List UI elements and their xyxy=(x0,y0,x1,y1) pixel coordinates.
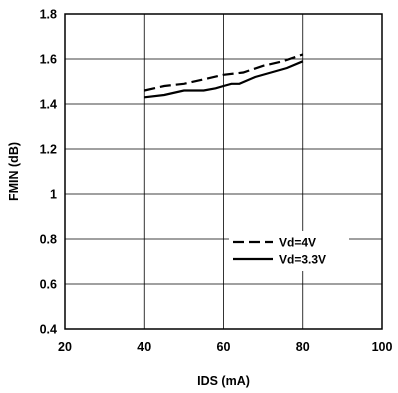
y-tick-label: 1.4 xyxy=(40,98,57,112)
series-line-vd-4v xyxy=(144,53,304,92)
legend-background xyxy=(229,231,349,271)
x-tick-label: 20 xyxy=(58,340,72,354)
legend: Vd=4V Vd=3.3V xyxy=(229,231,349,271)
y-tick-label: 0.6 xyxy=(40,278,57,292)
legend-label: Vd=4V xyxy=(279,236,316,250)
y-tick-label: 1.2 xyxy=(40,143,57,157)
y-axis-label: FMIN (dB) xyxy=(7,142,21,201)
y-tick-label: 1.6 xyxy=(40,53,57,67)
x-axis-label: IDS (mA) xyxy=(197,374,250,388)
y-tick-label: 0.4 xyxy=(40,323,57,337)
legend-label: Vd=3.3V xyxy=(279,253,326,267)
series-lines xyxy=(144,53,304,99)
y-tick-label: 1.8 xyxy=(40,8,57,22)
series-line-vd-3-3v xyxy=(144,60,304,99)
y-tick-label: 0.8 xyxy=(40,233,57,247)
plot-frame xyxy=(64,13,383,330)
x-tick-labels: 20 40 60 80 100 xyxy=(58,340,392,354)
y-tick-labels: 0.4 0.6 0.8 1 1.2 1.4 1.6 1.8 xyxy=(40,8,57,337)
x-tick-label: 80 xyxy=(296,340,310,354)
x-tick-label: 100 xyxy=(372,340,393,354)
x-tick-label: 60 xyxy=(217,340,231,354)
x-tick-label: 40 xyxy=(137,340,151,354)
y-tick-label: 1 xyxy=(50,188,57,202)
grid xyxy=(65,14,382,329)
